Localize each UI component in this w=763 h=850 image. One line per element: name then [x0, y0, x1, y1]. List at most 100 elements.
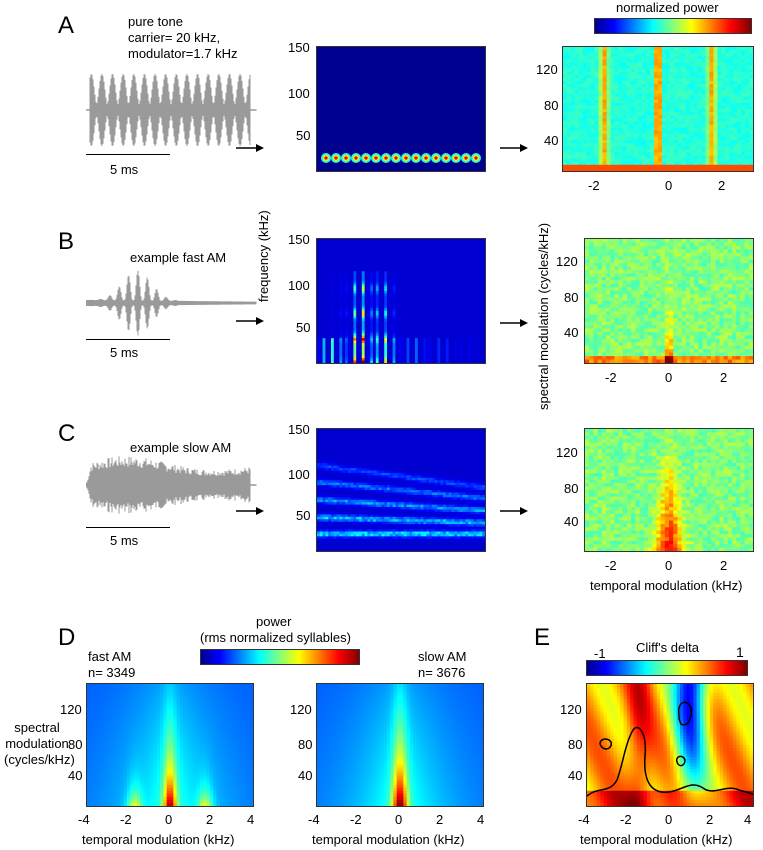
heatmap-cell	[646, 143, 651, 147]
heatmap-cell	[367, 308, 371, 312]
heatmap-cell	[650, 56, 655, 60]
heatmap-cell	[317, 239, 321, 242]
heatmap-cell	[473, 348, 478, 352]
heatmap-cell	[582, 149, 588, 153]
heatmap-cell	[347, 288, 352, 292]
heatmap-cell	[375, 248, 380, 252]
heatmap-cell	[426, 298, 430, 302]
heatmap-cell	[409, 248, 413, 252]
heatmap-cell	[345, 315, 349, 319]
heatmap-cell	[353, 271, 357, 275]
heatmap-cell	[749, 53, 753, 57]
heatmap-cell	[661, 136, 667, 141]
heatmap-cell	[401, 239, 405, 242]
heatmap-cell	[353, 266, 357, 270]
heatmap-cell	[566, 143, 572, 147]
heatmap-cell	[462, 276, 466, 280]
spec-a-ytick-100: 100	[288, 86, 310, 101]
heatmap-cell	[454, 246, 458, 250]
heatmap-cell	[594, 167, 600, 171]
heatmap-cell	[364, 296, 368, 300]
heatmap-cell	[614, 84, 619, 88]
heatmap-cell	[741, 109, 746, 113]
heatmap-cell	[347, 348, 352, 352]
heatmap-cell	[634, 164, 639, 169]
heatmap-cell	[445, 286, 450, 290]
heatmap-cell	[669, 68, 675, 73]
heatmap-cell	[563, 164, 568, 169]
heatmap-cell	[420, 355, 424, 359]
heatmap-cell	[473, 271, 478, 275]
heatmap-cell	[479, 340, 483, 344]
heatmap-cell	[465, 239, 469, 242]
heatmap-cell	[347, 305, 352, 309]
heatmap-cell	[412, 308, 416, 312]
heatmap-cell	[423, 333, 427, 337]
heatmap-cell	[409, 335, 413, 339]
heatmap-cell	[658, 124, 663, 129]
heatmap-cell	[563, 124, 568, 129]
heatmap-cell	[749, 78, 753, 82]
heatmap-cell	[462, 266, 466, 270]
heatmap-cell	[364, 310, 368, 314]
heatmap-cell	[602, 90, 608, 94]
heatmap-cell	[375, 278, 380, 282]
heatmap-cell	[345, 348, 349, 352]
heatmap-cell	[618, 124, 623, 129]
heatmap-cell	[381, 301, 385, 304]
heatmap-cell	[317, 313, 321, 317]
heatmap-cell	[443, 353, 447, 357]
heatmap-cell	[409, 241, 413, 245]
heatmap-cell	[420, 263, 424, 267]
heatmap-cell	[677, 124, 683, 129]
heatmap-cell	[685, 93, 691, 98]
heatmap-cell	[566, 93, 572, 98]
heatmap-cell	[482, 330, 485, 334]
heatmap-cell	[701, 56, 706, 60]
heatmap-cell	[409, 308, 413, 312]
heatmap-cell	[749, 143, 753, 147]
heatmap-cell	[350, 248, 354, 252]
heatmap-cell	[622, 62, 627, 67]
heatmap-cell	[665, 102, 671, 107]
heatmap-cell	[359, 261, 363, 265]
heatmap-cell	[642, 102, 647, 107]
heatmap-cell	[454, 248, 458, 252]
heatmap-cell	[665, 47, 671, 51]
heatmap-cell	[574, 84, 580, 88]
spec-b-ytick-150: 150	[288, 232, 310, 247]
heatmap-cell	[574, 124, 580, 129]
heatmap-cell	[319, 278, 324, 282]
heatmap-cell	[398, 335, 402, 339]
heatmap-cell	[328, 355, 332, 359]
heatmap-cell	[417, 271, 422, 275]
heatmap-cell	[681, 149, 687, 153]
heatmap-cell	[429, 253, 433, 257]
heatmap-cell	[339, 335, 343, 339]
heatmap-cell	[406, 320, 410, 324]
heatmap-cell	[717, 146, 722, 150]
heatmap-cell	[409, 243, 413, 247]
heatmap-cell	[398, 320, 402, 324]
heatmap-cell	[642, 74, 647, 79]
spectrogram-peak	[474, 156, 478, 160]
heatmap-cell	[353, 328, 357, 332]
heatmap-cell	[673, 164, 679, 169]
heatmap-cell	[614, 90, 619, 94]
heatmap-cell	[650, 59, 655, 63]
heatmap-cell	[741, 112, 746, 116]
heatmap-cell	[462, 343, 466, 347]
heatmap-cell	[685, 59, 691, 63]
heatmap-cell	[392, 360, 396, 363]
heatmap-cell	[359, 338, 363, 342]
heatmap-cell	[319, 310, 324, 314]
heatmap-cell	[342, 288, 346, 292]
heatmap-cell	[586, 127, 592, 132]
heatmap-cell	[420, 286, 424, 290]
heatmap-cell	[665, 62, 671, 67]
heatmap-cell	[356, 273, 360, 277]
heatmap-cell	[333, 251, 338, 255]
heatmap-cell	[451, 318, 455, 322]
heatmap-cell	[713, 87, 718, 91]
heatmap-cell	[669, 146, 675, 150]
